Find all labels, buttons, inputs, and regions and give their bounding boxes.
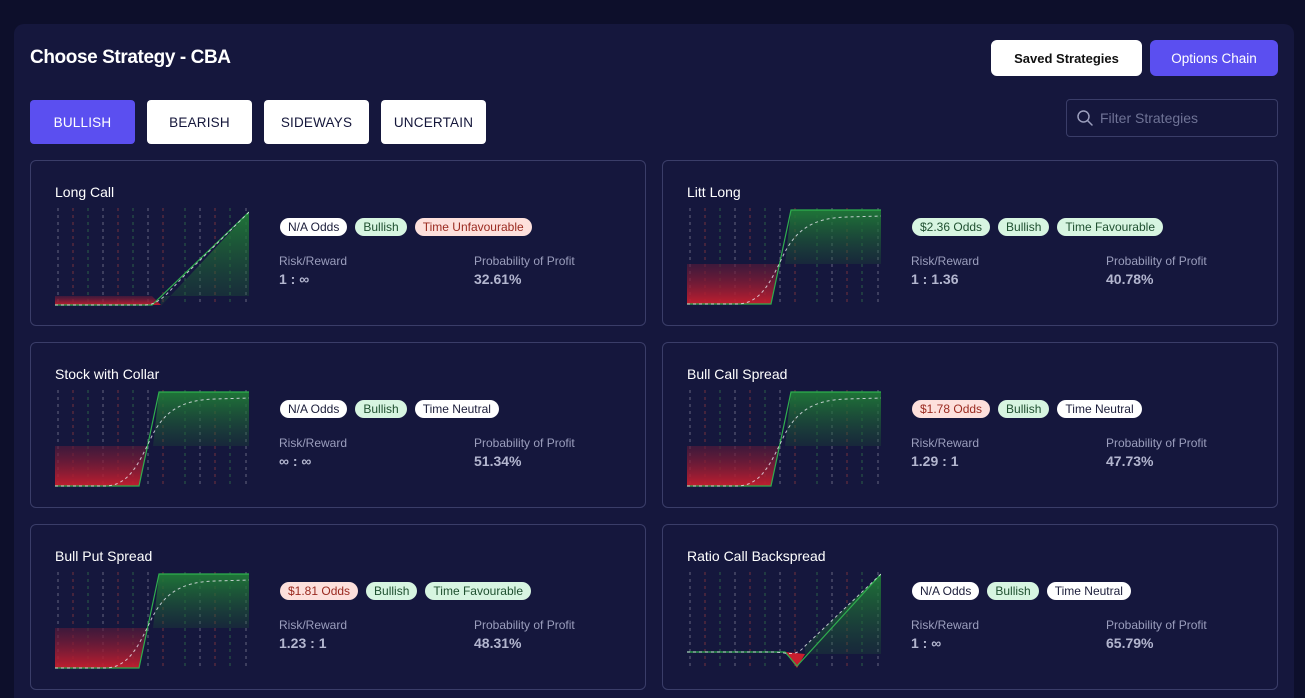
strategy-card[interactable]: Stock with Collar N/A Odds Bullish Time Neu… <box>30 342 646 508</box>
probability-of-profit-value: 40.78% <box>1106 271 1154 287</box>
payoff-loss-area <box>687 446 779 486</box>
tab-bullish[interactable]: BULLISH <box>30 100 135 144</box>
probability-of-profit-value: 48.31% <box>474 635 522 651</box>
filter-strategies-input[interactable] <box>1100 110 1270 126</box>
tab-sideways[interactable]: SIDEWAYS <box>264 100 369 144</box>
sentiment-badge: Bullish <box>987 582 1039 600</box>
risk-reward-label: Risk/Reward <box>911 618 980 632</box>
strategy-card[interactable]: Bull Call Spread $1.78 Odds Bullish Time Ne… <box>662 342 1278 508</box>
expected-payoff-curve <box>55 579 249 669</box>
payoff-loss-area <box>55 446 147 486</box>
payoff-profit-area <box>785 392 881 446</box>
probability-of-profit-label: Probability of Profit <box>474 618 575 632</box>
risk-reward-value: 1 : ∞ <box>911 635 942 651</box>
probability-of-profit-value: 65.79% <box>1106 635 1154 651</box>
odds-badge: $1.78 Odds <box>912 400 991 418</box>
probability-of-profit-label: Probability of Profit <box>1106 436 1207 450</box>
odds-badge: N/A Odds <box>280 400 348 418</box>
sentiment-badge: Bullish <box>366 582 418 600</box>
risk-reward-label: Risk/Reward <box>911 254 980 268</box>
payoff-chart <box>55 390 249 488</box>
sentiment-badge: Bullish <box>998 400 1050 418</box>
strategy-card[interactable]: Bull Put Spread $1.81 Odds Bullish Time Fav… <box>30 524 646 690</box>
payoff-profit-area <box>785 210 881 264</box>
odds-badge: $2.36 Odds <box>912 218 991 236</box>
risk-reward-value: 1.29 : 1 <box>911 453 959 469</box>
options-chain-button[interactable]: Options Chain <box>1150 40 1278 76</box>
payoff-loss-area <box>687 264 779 304</box>
payoff-loss-area <box>55 296 161 305</box>
risk-reward-value: 1.23 : 1 <box>279 635 327 651</box>
strategy-badges: N/A Odds Bullish Time Neutral <box>912 582 1131 600</box>
strategy-card[interactable]: Long Call N/A Odds Bullish Time Unfavourabl… <box>30 160 646 326</box>
payoff-profit-area <box>153 392 249 446</box>
sentiment-badge: Bullish <box>998 218 1050 236</box>
strategy-badges: N/A Odds Bullish Time Unfavourable <box>280 218 532 236</box>
strategy-card[interactable]: Litt Long $2.36 Odds Bullish Time Favourabl… <box>662 160 1278 326</box>
payoff-chart <box>687 208 881 306</box>
probability-of-profit-label: Probability of Profit <box>1106 254 1207 268</box>
risk-reward-value: ∞ : ∞ <box>279 453 312 469</box>
risk-reward-label: Risk/Reward <box>279 254 348 268</box>
strategy-name: Ratio Call Backspread <box>687 548 826 564</box>
tab-uncertain[interactable]: UNCERTAIN <box>381 100 486 144</box>
time-badge: Time Neutral <box>1057 400 1142 418</box>
payoff-profit-area <box>161 212 249 306</box>
probability-of-profit-label: Probability of Profit <box>474 436 575 450</box>
risk-reward-value: 1 : 1.36 <box>911 271 959 287</box>
probability-of-profit-value: 47.73% <box>1106 453 1154 469</box>
search-icon <box>1077 110 1093 126</box>
strategy-name: Bull Call Spread <box>687 366 788 382</box>
risk-reward-value: 1 : ∞ <box>279 271 310 287</box>
expected-payoff-curve <box>55 397 249 487</box>
time-badge: Time Neutral <box>414 400 499 418</box>
strategy-card[interactable]: Ratio Call Backspread N/A Odds Bullish Time… <box>662 524 1278 690</box>
risk-reward-label: Risk/Reward <box>911 436 980 450</box>
payoff-chart <box>687 572 881 670</box>
expected-payoff-curve <box>687 397 881 487</box>
strategy-name: Litt Long <box>687 184 741 200</box>
page-title: Choose Strategy - CBA <box>30 47 231 68</box>
expected-payoff-curve <box>687 215 881 305</box>
strategy-name: Bull Put Spread <box>55 548 153 564</box>
time-badge: Time Neutral <box>1046 582 1131 600</box>
odds-badge: N/A Odds <box>912 582 980 600</box>
payoff-chart <box>55 572 249 670</box>
expected-payoff-curve <box>687 573 881 654</box>
payoff-chart <box>687 390 881 488</box>
strategy-badges: N/A Odds Bullish Time Neutral <box>280 400 499 418</box>
payoff-loss-area <box>785 652 805 668</box>
strategy-name: Long Call <box>55 184 115 200</box>
probability-of-profit-label: Probability of Profit <box>1106 618 1207 632</box>
time-badge: Time Unfavourable <box>414 218 532 236</box>
payoff-chart <box>55 208 249 306</box>
saved-strategies-button[interactable]: Saved Strategies <box>991 40 1142 76</box>
odds-badge: $1.81 Odds <box>280 582 359 600</box>
strategy-badges: $2.36 Odds Bullish Time Favourable <box>912 218 1163 236</box>
risk-reward-label: Risk/Reward <box>279 618 348 632</box>
time-badge: Time Favourable <box>425 582 531 600</box>
probability-of-profit-value: 32.61% <box>474 271 522 287</box>
sentiment-badge: Bullish <box>355 400 407 418</box>
risk-reward-label: Risk/Reward <box>279 436 348 450</box>
expected-payoff-curve <box>55 211 249 306</box>
odds-badge: N/A Odds <box>280 218 348 236</box>
strategy-badges: $1.78 Odds Bullish Time Neutral <box>912 400 1142 418</box>
strategy-name: Stock with Collar <box>55 366 160 382</box>
filter-strategies-field[interactable] <box>1066 99 1278 137</box>
strategy-badges: $1.81 Odds Bullish Time Favourable <box>280 582 531 600</box>
sentiment-badge: Bullish <box>355 218 407 236</box>
payoff-loss-area <box>55 628 147 668</box>
payoff-profit-area <box>153 574 249 628</box>
time-badge: Time Favourable <box>1057 218 1163 236</box>
tab-bearish[interactable]: BEARISH <box>147 100 252 144</box>
probability-of-profit-label: Probability of Profit <box>474 254 575 268</box>
probability-of-profit-value: 51.34% <box>474 453 522 469</box>
